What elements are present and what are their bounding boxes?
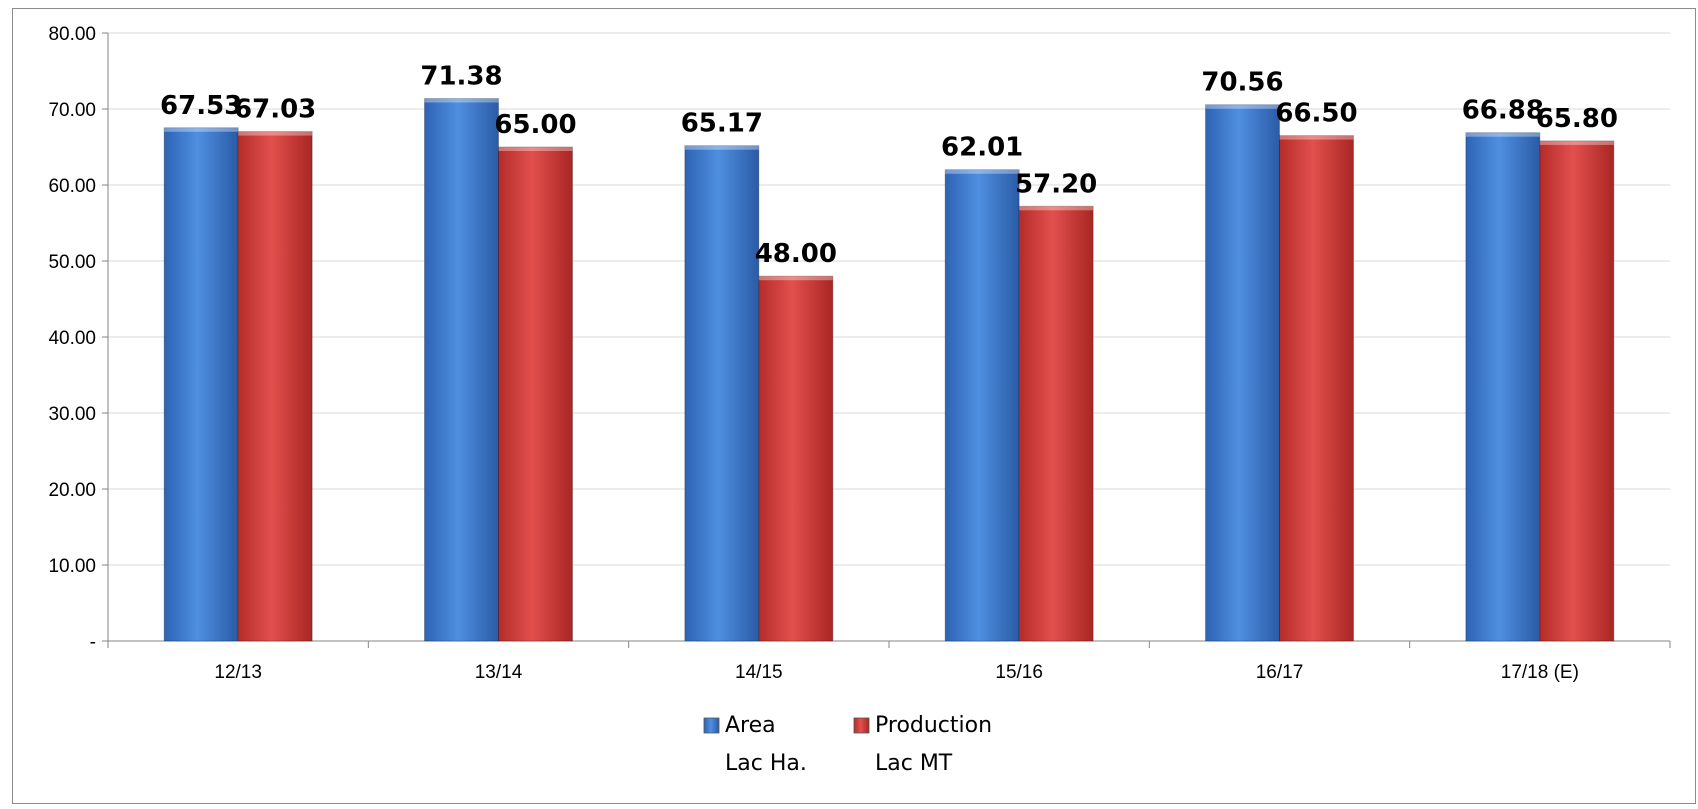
y-tick-label: 70.00 (48, 100, 96, 121)
bar-highlight (945, 169, 1020, 174)
x-tick-label: 15/16 (995, 662, 1043, 683)
data-label-production: 65.80 (1536, 104, 1618, 134)
data-label-production: 65.00 (494, 110, 576, 140)
data-label-area: 67.53 (160, 91, 242, 121)
y-tick-label: 20.00 (48, 480, 96, 501)
bar-highlight (1539, 140, 1614, 145)
bar-production (758, 275, 834, 642)
y-tick-label: - (90, 632, 96, 653)
data-label-production: 67.03 (234, 95, 316, 125)
y-tick-label: 30.00 (48, 404, 96, 425)
bar-area (1205, 104, 1280, 642)
bar-highlight (1019, 206, 1094, 211)
bar-area (163, 127, 239, 642)
bar-production (1018, 205, 1094, 642)
bar-highlight (1465, 132, 1540, 137)
x-tick-label: 14/15 (735, 662, 783, 683)
data-label-area: 70.56 (1201, 68, 1283, 98)
y-tick-label: 10.00 (48, 556, 96, 577)
bar-area (1465, 132, 1541, 642)
bar-highlight (424, 98, 499, 103)
bar-production (498, 146, 573, 642)
bar-production (1539, 140, 1615, 642)
y-tick-label: 80.00 (48, 24, 96, 45)
legend-swatch-area (703, 717, 720, 734)
legend-label-production: Production (875, 713, 992, 738)
bar-highlight (238, 131, 313, 136)
y-tick-label: 40.00 (48, 328, 96, 349)
bar-highlight (1279, 135, 1354, 140)
x-tick-label: 16/17 (1256, 662, 1304, 683)
data-label-area: 66.88 (1462, 96, 1544, 126)
data-label-production: 57.20 (1015, 169, 1097, 199)
legend: Area Lac Ha. Production Lac MT (703, 713, 992, 776)
axes: - 10.00 20.00 30.00 40.00 50.00 60.00 70.00 80.0… (48, 24, 1671, 683)
y-tick-label: 50.00 (48, 252, 96, 273)
bar-production (1279, 135, 1354, 642)
x-tick-label: 17/18 (E) (1501, 662, 1579, 683)
data-label-area: 62.01 (941, 133, 1023, 163)
bar-area (424, 98, 499, 642)
data-label-area: 71.38 (420, 62, 502, 92)
data-label-production: 48.00 (755, 239, 837, 269)
bar-highlight (498, 147, 573, 151)
bar-area (944, 169, 1020, 642)
x-tick-label: 13/14 (475, 662, 523, 683)
bars (163, 98, 1615, 642)
bar-highlight (164, 127, 239, 132)
data-label-production: 66.50 (1275, 99, 1357, 129)
bar-highlight (684, 145, 759, 150)
data-labels: 67.53 71.38 65.17 62.01 70.56 66.88 67.03 65.00… (160, 62, 1618, 270)
gridlines (108, 32, 1670, 566)
x-tick-label: 12/13 (214, 662, 262, 683)
data-label-area: 65.17 (681, 109, 763, 139)
legend-unit-area: Lac Ha. (725, 751, 807, 776)
bar-area (684, 145, 760, 642)
y-tick-label: 60.00 (48, 176, 96, 197)
bar-production (237, 131, 313, 642)
legend-label-area: Area (725, 713, 776, 738)
bar-highlight (758, 276, 833, 281)
legend-unit-production: Lac MT (875, 751, 953, 776)
bar-highlight (1205, 104, 1280, 109)
legend-swatch-production (853, 717, 870, 734)
